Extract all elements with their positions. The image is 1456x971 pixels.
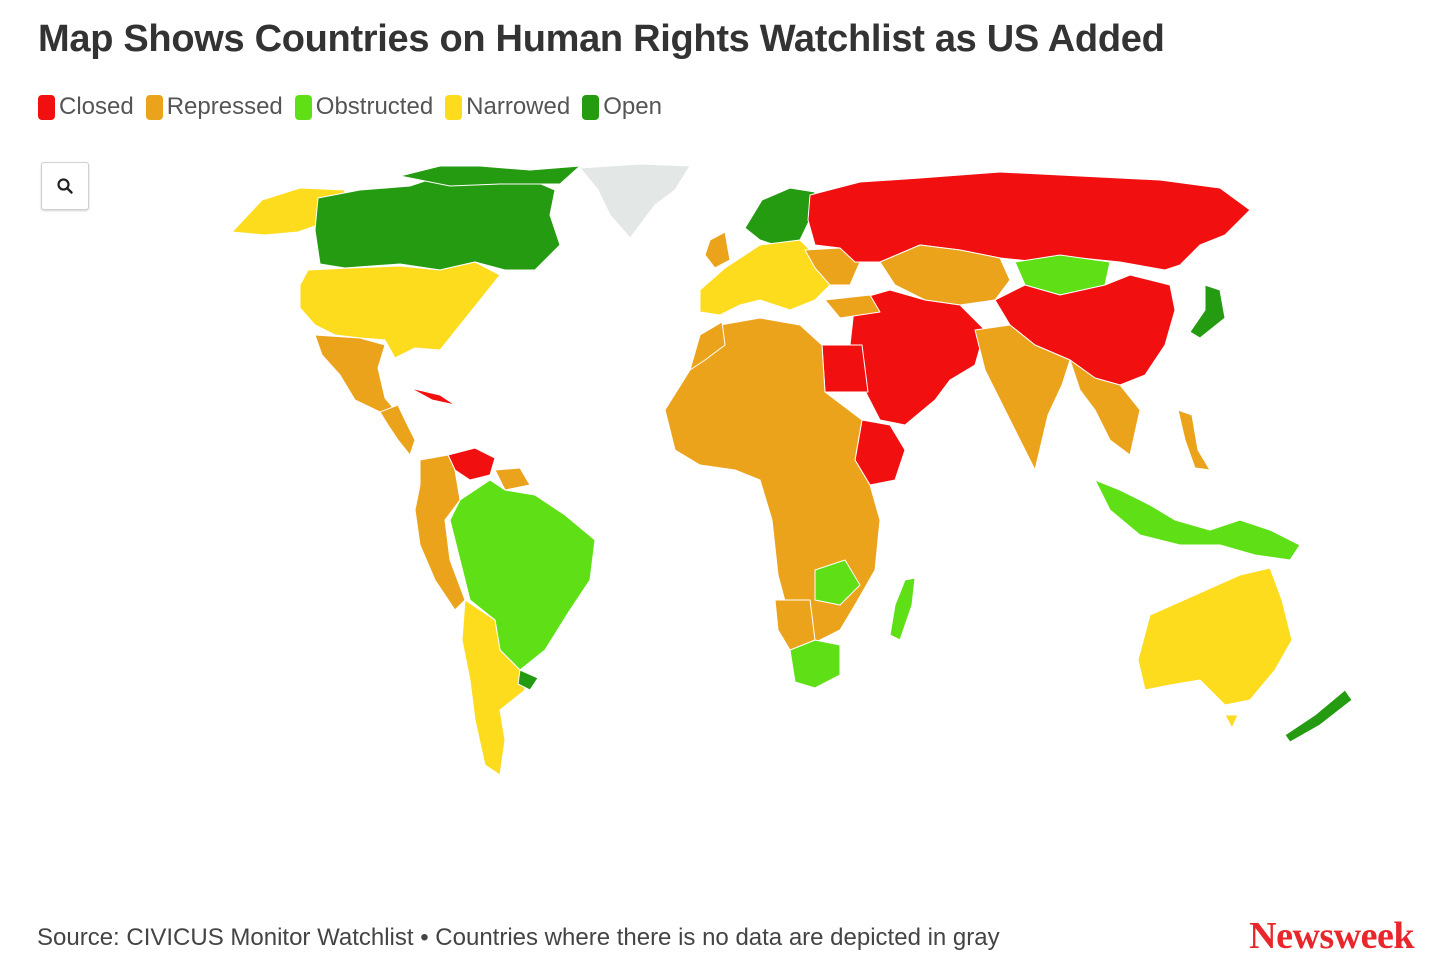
- legend-item-repressed[interactable]: Repressed: [145, 93, 283, 121]
- region-uruguay[interactable]: [517, 669, 539, 691]
- region-mexico[interactable]: [314, 334, 396, 413]
- page-title: Map Shows Countries on Human Rights Watc…: [38, 18, 1165, 60]
- region-japan[interactable]: [1189, 284, 1226, 339]
- region-canada-islands[interactable]: [399, 165, 581, 187]
- region-australia[interactable]: [1137, 567, 1293, 706]
- region-scandinavia[interactable]: [744, 187, 816, 246]
- region-usa[interactable]: [299, 261, 501, 359]
- region-philippines[interactable]: [1177, 409, 1211, 471]
- legend-swatch-closed: [38, 94, 55, 120]
- region-namibia[interactable]: [774, 599, 816, 651]
- region-brazil[interactable]: [449, 479, 596, 671]
- region-central-asia[interactable]: [879, 244, 1011, 306]
- region-uk[interactable]: [704, 231, 731, 269]
- legend-item-closed[interactable]: Closed: [38, 93, 134, 121]
- world-map[interactable]: [0, 150, 1456, 810]
- region-russia[interactable]: [807, 171, 1251, 271]
- legend-item-narrowed[interactable]: Narrowed: [445, 93, 570, 121]
- newsweek-logo[interactable]: Newsweek: [1249, 915, 1414, 957]
- region-central-america[interactable]: [379, 404, 416, 456]
- region-egypt[interactable]: [821, 344, 869, 393]
- region-zambia-zimbabwe[interactable]: [814, 559, 861, 606]
- region-new-zealand[interactable]: [1284, 689, 1353, 743]
- legend-item-obstructed[interactable]: Obstructed: [294, 93, 434, 121]
- legend-label-closed: Closed: [59, 93, 134, 120]
- region-morocco[interactable]: [689, 321, 726, 371]
- legend-label-repressed: Repressed: [166, 93, 283, 120]
- region-western-europe[interactable]: [699, 239, 831, 316]
- region-turkey[interactable]: [824, 294, 881, 319]
- legend: Closed Repressed Obstructed Narrowed Ope…: [38, 93, 662, 121]
- region-greenland[interactable]: [579, 163, 691, 239]
- region-indonesia[interactable]: [1094, 479, 1301, 561]
- legend-label-narrowed: Narrowed: [466, 93, 571, 120]
- region-guianas[interactable]: [494, 467, 531, 491]
- legend-swatch-narrowed: [445, 94, 463, 120]
- legend-swatch-obstructed: [294, 94, 312, 120]
- region-india[interactable]: [974, 324, 1071, 471]
- zoom-button[interactable]: [41, 162, 89, 210]
- legend-swatch-open: [582, 94, 600, 120]
- region-cuba[interactable]: [409, 387, 456, 406]
- region-southern-cone[interactable]: [461, 599, 526, 776]
- legend-label-open: Open: [603, 93, 662, 120]
- region-madagascar[interactable]: [889, 577, 916, 641]
- search-icon: [57, 178, 73, 194]
- source-note: Source: CIVICUS Monitor Watchlist • Coun…: [37, 924, 1000, 951]
- region-southeast-asia[interactable]: [1069, 359, 1141, 456]
- region-canada[interactable]: [314, 169, 561, 271]
- legend-swatch-repressed: [145, 94, 163, 120]
- legend-item-open[interactable]: Open: [582, 93, 662, 121]
- legend-label-obstructed: Obstructed: [315, 93, 434, 120]
- region-tasmania[interactable]: [1224, 714, 1239, 729]
